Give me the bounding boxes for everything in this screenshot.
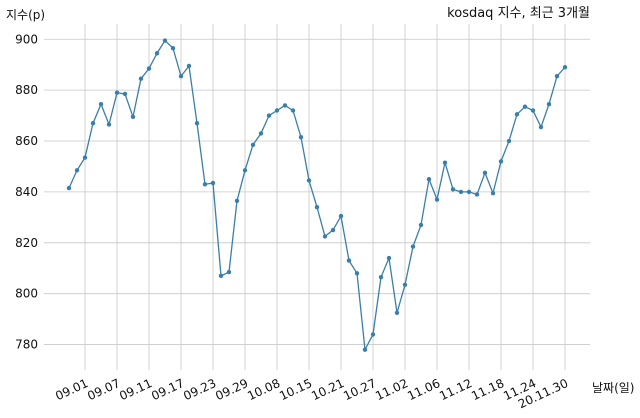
data-point xyxy=(170,45,176,51)
x-tick-label: 09.11 xyxy=(117,376,154,403)
x-tick-label: 10.27 xyxy=(341,376,378,403)
data-point xyxy=(130,114,136,120)
x-tick-label: 09.07 xyxy=(85,376,122,403)
x-axis-ticks: 09.0109.0709.1109.1709.2309.2910.0810.15… xyxy=(53,376,570,411)
data-point xyxy=(98,101,104,107)
data-point xyxy=(186,63,192,69)
data-point xyxy=(290,108,296,113)
data-point xyxy=(162,38,168,43)
data-point xyxy=(418,222,424,228)
y-tick-label: 900 xyxy=(15,32,38,46)
data-points xyxy=(66,38,568,352)
data-point xyxy=(458,189,464,195)
data-point xyxy=(554,73,560,79)
data-point xyxy=(314,204,320,210)
data-point xyxy=(306,178,312,183)
data-point xyxy=(146,66,152,71)
x-tick-label: 11.18 xyxy=(469,376,506,403)
data-point xyxy=(490,190,496,196)
data-point xyxy=(410,244,416,249)
series-line xyxy=(68,39,566,352)
data-point xyxy=(242,168,248,173)
data-point xyxy=(474,192,480,197)
x-tick-label: 09.29 xyxy=(213,376,250,403)
data-point xyxy=(386,255,392,261)
data-point xyxy=(210,180,216,186)
data-point xyxy=(90,121,96,126)
data-point xyxy=(154,51,160,56)
y-tick-label: 820 xyxy=(15,236,38,250)
data-point xyxy=(74,168,80,173)
data-point xyxy=(82,155,88,160)
data-point xyxy=(282,103,288,108)
x-tick-label: 11.06 xyxy=(405,376,442,403)
data-point xyxy=(482,170,488,176)
data-point xyxy=(122,91,128,97)
data-point xyxy=(514,112,520,117)
chart-title: kosdaq 지수, 최근 3개월 xyxy=(447,6,590,21)
x-tick-label: 10.21 xyxy=(309,376,346,403)
data-point xyxy=(442,160,448,165)
data-point xyxy=(274,108,280,113)
y-tick-label: 780 xyxy=(15,338,38,352)
data-point xyxy=(346,258,352,263)
data-point xyxy=(506,138,512,144)
data-point xyxy=(562,65,568,70)
data-point xyxy=(370,332,376,337)
data-point xyxy=(402,282,408,287)
data-point xyxy=(394,310,400,315)
y-axis-ticks: 780 800 820 840 860 880 900 xyxy=(15,32,38,351)
data-point xyxy=(138,76,144,81)
data-point xyxy=(434,197,440,202)
data-point xyxy=(450,187,456,192)
x-tick-label: 10.15 xyxy=(277,376,314,403)
data-point xyxy=(226,269,232,275)
x-tick-label: 09.01 xyxy=(53,376,90,403)
x-tick-label: 09.17 xyxy=(149,376,186,403)
data-point xyxy=(298,135,304,140)
x-tick-label: 10.08 xyxy=(245,376,282,403)
data-point xyxy=(234,198,240,204)
data-point xyxy=(530,108,536,113)
data-point xyxy=(522,104,528,109)
y-tick-label: 860 xyxy=(15,134,38,148)
data-point xyxy=(178,73,184,79)
data-point xyxy=(330,227,336,233)
y-axis-label: 지수(p) xyxy=(6,8,45,22)
data-point xyxy=(66,185,72,191)
data-point xyxy=(498,159,504,164)
data-point xyxy=(538,124,544,130)
data-point xyxy=(426,176,432,182)
data-point xyxy=(266,113,272,118)
data-point xyxy=(250,142,256,148)
data-point xyxy=(338,213,344,219)
x-tick-label: 09.23 xyxy=(181,376,218,403)
data-point xyxy=(258,131,264,136)
y-tick-label: 800 xyxy=(15,287,38,301)
data-point xyxy=(362,347,368,352)
x-tick-label: 11.02 xyxy=(373,376,410,403)
data-point xyxy=(218,273,224,279)
data-point xyxy=(194,121,200,126)
x-axis-label: 날짜(일) xyxy=(592,381,634,395)
y-tick-label: 840 xyxy=(15,185,38,199)
data-point xyxy=(378,274,384,280)
data-point xyxy=(106,122,112,127)
grid xyxy=(44,24,590,370)
data-point xyxy=(354,271,360,276)
data-point xyxy=(322,234,328,239)
y-tick-label: 880 xyxy=(15,83,38,97)
data-point xyxy=(546,101,552,107)
x-tick-label: 11.12 xyxy=(437,376,474,403)
data-point xyxy=(114,90,120,95)
data-point xyxy=(466,189,472,195)
data-point xyxy=(202,182,208,187)
